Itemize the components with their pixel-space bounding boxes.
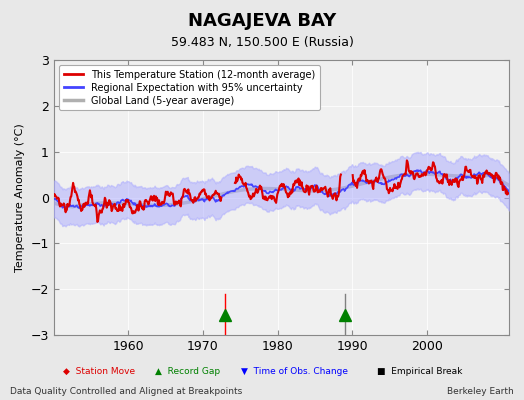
Text: Berkeley Earth: Berkeley Earth xyxy=(447,387,514,396)
Text: 59.483 N, 150.500 E (Russia): 59.483 N, 150.500 E (Russia) xyxy=(171,36,353,49)
Text: ▲  Record Gap: ▲ Record Gap xyxy=(155,367,220,376)
Text: NAGAJEVA BAY: NAGAJEVA BAY xyxy=(188,12,336,30)
Y-axis label: Temperature Anomaly (°C): Temperature Anomaly (°C) xyxy=(15,123,25,272)
Text: ▼  Time of Obs. Change: ▼ Time of Obs. Change xyxy=(241,367,348,376)
Text: ■  Empirical Break: ■ Empirical Break xyxy=(377,367,463,376)
Text: ◆  Station Move: ◆ Station Move xyxy=(63,367,135,376)
Legend: This Temperature Station (12-month average), Regional Expectation with 95% uncer: This Temperature Station (12-month avera… xyxy=(59,65,320,110)
Text: Data Quality Controlled and Aligned at Breakpoints: Data Quality Controlled and Aligned at B… xyxy=(10,387,243,396)
